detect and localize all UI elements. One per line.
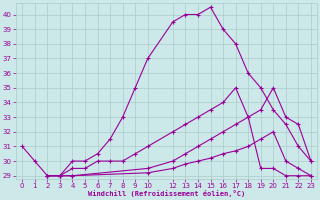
X-axis label: Windchill (Refroidissement éolien,°C): Windchill (Refroidissement éolien,°C) [88, 190, 245, 197]
